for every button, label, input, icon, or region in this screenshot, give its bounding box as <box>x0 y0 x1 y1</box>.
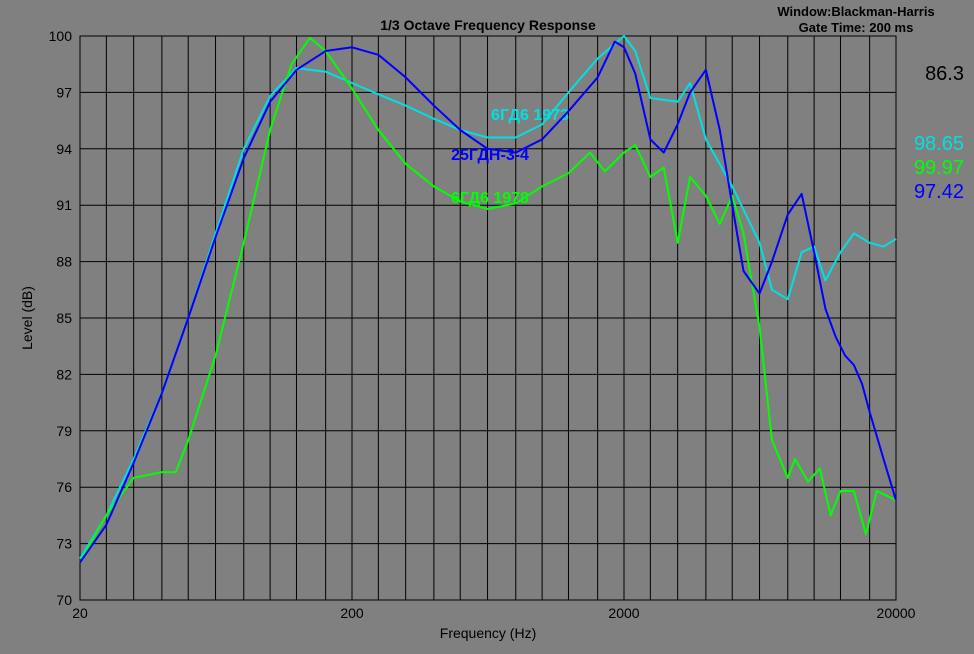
readout-main: 86.3 <box>925 63 964 85</box>
ytick-label: 79 <box>56 423 72 439</box>
ytick-label: 73 <box>56 536 72 552</box>
info-line-0: Window:Blackman-Harris <box>777 4 934 19</box>
series-label-2: 25ГДН-3-4 <box>451 147 529 164</box>
info-line-1: Gate Time: 200 ms <box>799 20 914 35</box>
xtick-label: 20000 <box>877 605 916 621</box>
ytick-label: 85 <box>56 310 72 326</box>
ytick-label: 82 <box>56 366 72 382</box>
readout-series-2: 97.42 <box>914 181 964 203</box>
ytick-label: 91 <box>56 197 72 213</box>
ytick-label: 70 <box>56 592 72 608</box>
y-axis-title: Level (dB) <box>19 286 35 350</box>
series-label-0: 6ГД6 1973 <box>491 107 569 124</box>
x-axis-title: Frequency (Hz) <box>440 625 536 641</box>
xtick-label: 200 <box>340 605 364 621</box>
chart-title: 1/3 Octave Frequency Response <box>380 17 596 33</box>
ytick-label: 100 <box>49 28 73 44</box>
series-label-1: 6ГД6 1978 <box>451 190 529 207</box>
xtick-label: 20 <box>72 605 88 621</box>
readout-series-0: 98.65 <box>914 133 964 155</box>
ytick-label: 94 <box>56 141 72 157</box>
ytick-label: 97 <box>56 84 72 100</box>
chart-container: 70 73 76 79 82 85 88 91 94 97 100 20 200 2000 20000 6ГД… <box>0 0 974 654</box>
ytick-label: 88 <box>56 254 72 270</box>
xtick-label: 2000 <box>608 605 639 621</box>
ytick-label: 76 <box>56 479 72 495</box>
readout-series-1: 99.97 <box>914 157 964 179</box>
frequency-response-chart: 70 73 76 79 82 85 88 91 94 97 100 20 200 2000 20000 6ГД… <box>0 0 974 654</box>
